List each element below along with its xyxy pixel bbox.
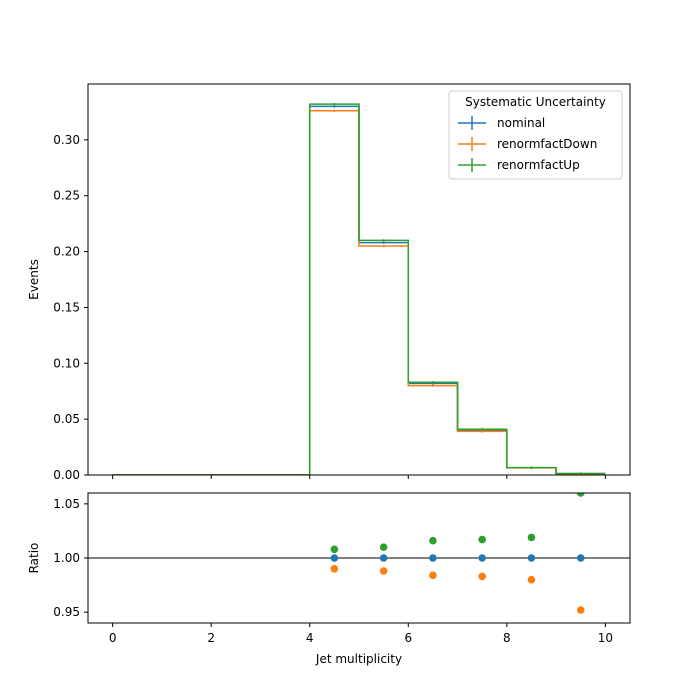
x-axis-label: Jet multiplicity — [315, 652, 402, 666]
legend-label-renormfactUp: renormfactUp — [497, 158, 580, 172]
ratio-point-renormfactUp — [478, 535, 486, 544]
legend-label-nominal: nominal — [497, 116, 545, 130]
ratio-point-renormfactUp — [527, 533, 536, 542]
bottom-x-tick-label: 0 — [109, 631, 117, 645]
legend-label-renormfactDown: renormfactDown — [497, 137, 597, 151]
ratio-point-renormfactDown — [429, 571, 437, 580]
top-y-axis-label: Events — [27, 259, 41, 300]
bottom-x-tick-label: 10 — [598, 631, 613, 645]
ratio-point-renormfactUp — [330, 545, 339, 554]
top-y-tick-label: 0.00 — [53, 468, 80, 482]
histogram-line-renormfactUp — [112, 103, 606, 475]
bottom-y-tick-label: 1.00 — [53, 551, 80, 565]
bottom-x-tick-label: 6 — [404, 631, 412, 645]
ratio-point-nominal — [576, 554, 585, 562]
ratio-point-nominal — [478, 554, 486, 562]
legend-box — [448, 90, 623, 180]
bottom-x-tick-label: 4 — [306, 631, 314, 645]
ratio-point-renormfactDown — [478, 572, 486, 581]
ratio-point-renormfactUp — [429, 536, 437, 545]
bottom-x-tick-label: 2 — [207, 631, 215, 645]
legend-title: Systematic Uncertainty — [465, 95, 606, 109]
top-axes-frame — [87, 83, 631, 476]
ratio-point-nominal — [379, 554, 388, 562]
top-y-tick-label: 0.10 — [53, 356, 80, 370]
ratio-point-renormfactUp — [379, 543, 388, 551]
top-y-tick-label: 0.25 — [53, 189, 80, 203]
ratio-point-nominal — [429, 554, 437, 562]
ratio-point-nominal — [330, 554, 339, 562]
top-y-tick-label: 0.05 — [53, 412, 80, 426]
bottom-y-tick-label: 1.05 — [53, 497, 80, 511]
ratio-point-nominal — [527, 554, 536, 562]
top-y-tick-label: 0.20 — [53, 245, 80, 259]
bottom-y-tick-label: 0.95 — [53, 605, 80, 619]
bottom-y-axis-label: Ratio — [27, 543, 41, 574]
top-y-tick-label: 0.15 — [53, 300, 80, 314]
ratio-point-renormfactUp — [576, 493, 585, 497]
top-y-tick-label: 0.30 — [53, 133, 80, 147]
ratio-point-renormfactDown — [576, 606, 585, 614]
ratio-point-renormfactDown — [527, 575, 536, 584]
bottom-x-tick-label: 8 — [503, 631, 511, 645]
ratio-point-renormfactDown — [330, 565, 339, 573]
ratio-point-renormfactDown — [379, 567, 388, 575]
